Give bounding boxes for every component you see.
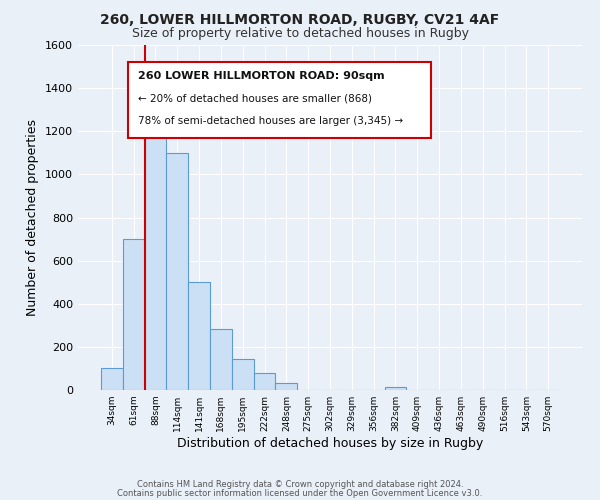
Y-axis label: Number of detached properties: Number of detached properties: [26, 119, 40, 316]
Text: 78% of semi-detached houses are larger (3,345) →: 78% of semi-detached houses are larger (…: [139, 116, 404, 126]
Bar: [145, 101, 166, 390]
Text: ← 20% of detached houses are smaller (868): ← 20% of detached houses are smaller (86…: [139, 94, 373, 104]
Bar: [166, 153, 188, 390]
Bar: [123, 239, 145, 390]
Bar: [188, 282, 210, 390]
Text: Size of property relative to detached houses in Rugby: Size of property relative to detached ho…: [131, 28, 469, 40]
Bar: [275, 383, 297, 390]
Text: Contains HM Land Registry data © Crown copyright and database right 2024.: Contains HM Land Registry data © Crown c…: [137, 480, 463, 489]
Bar: [254, 373, 275, 390]
FancyBboxPatch shape: [128, 62, 431, 138]
Bar: [101, 368, 123, 390]
Bar: [210, 328, 232, 390]
Bar: [232, 359, 254, 390]
X-axis label: Distribution of detached houses by size in Rugby: Distribution of detached houses by size …: [177, 437, 483, 450]
Bar: [385, 387, 406, 390]
Text: 260 LOWER HILLMORTON ROAD: 90sqm: 260 LOWER HILLMORTON ROAD: 90sqm: [139, 71, 385, 81]
Text: 260, LOWER HILLMORTON ROAD, RUGBY, CV21 4AF: 260, LOWER HILLMORTON ROAD, RUGBY, CV21 …: [100, 12, 500, 26]
Text: Contains public sector information licensed under the Open Government Licence v3: Contains public sector information licen…: [118, 489, 482, 498]
